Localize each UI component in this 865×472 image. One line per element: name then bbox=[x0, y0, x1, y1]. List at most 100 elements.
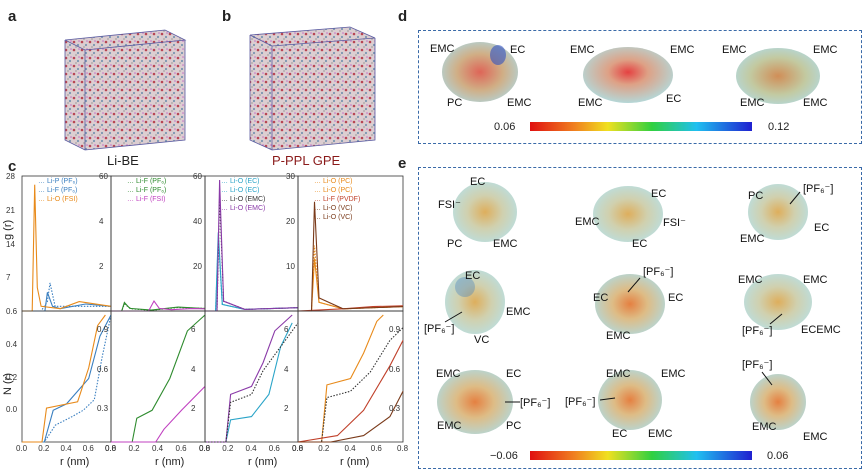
ytick-1-2: 2 bbox=[99, 262, 104, 271]
ytick-2-0: 60 bbox=[193, 172, 202, 181]
esp-scale-bar-e bbox=[530, 451, 752, 460]
ytick-0-0: 28 bbox=[6, 172, 15, 181]
cluster-e7-label-1: EMC bbox=[436, 368, 461, 380]
series-line-7-2 bbox=[297, 340, 404, 443]
cluster-e8-label-2: EMC bbox=[661, 368, 686, 380]
legend-item-1-1: … Li-F (PF₆) bbox=[127, 187, 167, 194]
legend-item-3-2: … Li-F (PVDF) bbox=[314, 196, 361, 203]
cluster-d2-label-3: EMC bbox=[578, 97, 603, 109]
cluster-e1-label-4: EMC bbox=[493, 238, 518, 250]
xtick-4-1: 0.2 bbox=[38, 444, 50, 453]
legend-item-2-2: … Li-O (EMC) bbox=[221, 196, 266, 203]
cluster-e8-label-3: [PF₆⁻] bbox=[565, 396, 596, 408]
ytick-0-2: 14 bbox=[6, 239, 15, 249]
legend-item-1-2: … Li-F (FSI) bbox=[127, 196, 166, 203]
legend-item-2-1: … Li-O (EC) bbox=[221, 187, 260, 194]
legend-item-3-4: … Li-O (VC) bbox=[314, 214, 353, 221]
panel-b-label: b bbox=[222, 8, 232, 25]
cluster-d3-label-3: EMC bbox=[740, 97, 765, 109]
ytick-1-0: 60 bbox=[99, 172, 108, 181]
xtick-4-2: 0.4 bbox=[60, 444, 72, 453]
ytick-2-1: 40 bbox=[193, 217, 202, 226]
cluster-e1-label-3: PC bbox=[447, 238, 463, 250]
panel-d-label: d bbox=[398, 8, 408, 25]
cluster-d2-label-1: EMC bbox=[570, 44, 595, 56]
cluster-e5-label-1: [PF₆⁻] bbox=[643, 266, 674, 278]
ytick-right-4-1: 0.6 bbox=[97, 364, 109, 374]
ytick-4-3: 0.0 bbox=[6, 405, 18, 415]
xtick-5-1: 0.2 bbox=[128, 444, 140, 453]
cluster-e2-label-4: EC bbox=[632, 238, 648, 250]
ytick-right-5-2: 2 bbox=[191, 404, 196, 414]
cluster-e6-label-4: ECEMC bbox=[801, 324, 841, 336]
ytick-1-1: 4 bbox=[99, 217, 104, 226]
cluster-d1-label-1: EMC bbox=[430, 43, 455, 55]
xtick-6-3: 0.6 bbox=[268, 444, 280, 453]
cluster-e5-label-4: EMC bbox=[606, 330, 631, 342]
xtick-6-4: 0.8 bbox=[292, 444, 304, 453]
xtick-7-4: 0.8 bbox=[397, 444, 409, 453]
esp-scale-e-max: 0.06 bbox=[767, 450, 789, 462]
xtick-4-4: 0.8 bbox=[105, 444, 117, 453]
cluster-d2-label-2: EMC bbox=[670, 44, 695, 56]
esp-cluster-d2 bbox=[583, 47, 673, 103]
xtick-5-0: 0.0 bbox=[105, 444, 117, 453]
cluster-e1-label-2: FSI⁻ bbox=[438, 199, 461, 211]
cluster-e1-label-1: EC bbox=[470, 176, 486, 188]
esp-scale-e-min: −0.06 bbox=[490, 450, 518, 462]
x-axis-label-3: r (nm) bbox=[248, 456, 278, 468]
cluster-e4-label-2: EMC bbox=[506, 306, 531, 318]
cluster-e7-label-5: PC bbox=[506, 420, 522, 432]
xtick-6-0: 0.0 bbox=[199, 444, 211, 453]
ytick-3-2: 10 bbox=[286, 262, 295, 271]
cluster-e6-label-1: EMC bbox=[738, 274, 763, 286]
cluster-e4-label-1: EC bbox=[465, 270, 481, 282]
legend-item-0-1: … Li-F (PF₆) bbox=[38, 187, 78, 194]
ytick-right-7-0: 0.9 bbox=[389, 325, 401, 334]
xtick-7-3: 0.6 bbox=[370, 444, 382, 453]
legend-item-3-1: … Li-O (PC) bbox=[314, 187, 353, 194]
cluster-e9-label-1: [PF₆⁻] bbox=[742, 359, 773, 371]
cluster-d3-label-4: EMC bbox=[803, 97, 828, 109]
cluster-e7-label-3: [PF₆⁻] bbox=[520, 397, 551, 409]
cluster-e7-label-2: EC bbox=[506, 368, 522, 380]
esp-cluster-e8 bbox=[598, 370, 662, 430]
esp-cluster-e2 bbox=[593, 186, 663, 242]
legend-item-0-0: … Li-P (PF₆) bbox=[38, 178, 78, 185]
series-line-6-2 bbox=[205, 322, 299, 443]
series-line-6-1 bbox=[205, 314, 293, 443]
legend-item-2-0: … Li-O (EC) bbox=[221, 178, 260, 185]
esp-cluster-e9 bbox=[750, 374, 806, 430]
ytick-right-4-2: 0.3 bbox=[97, 404, 109, 414]
xtick-5-4: 0.8 bbox=[199, 444, 211, 453]
panel-e-frame bbox=[418, 167, 862, 469]
ytick-4-2: 0.2 bbox=[6, 372, 18, 382]
esp-scale-d-max: 0.12 bbox=[768, 121, 790, 133]
ytick-right-5-1: 4 bbox=[191, 364, 196, 374]
x-axis-label-1: r (nm) bbox=[60, 456, 90, 468]
li-be-caption: Li-BE bbox=[107, 153, 139, 168]
xtick-6-1: 0.2 bbox=[222, 444, 234, 453]
ytick-right-4-0: 0.9 bbox=[97, 325, 109, 334]
cluster-e8-label-1: EMC bbox=[606, 368, 631, 380]
ytick-right-6-1: 4 bbox=[284, 364, 289, 374]
series-line-5-1 bbox=[111, 386, 206, 443]
cluster-e5-label-2: EC bbox=[593, 292, 609, 304]
panel-e-label: e bbox=[398, 155, 407, 172]
ytick-right-5-0: 6 bbox=[191, 325, 196, 334]
ytick-3-0: 30 bbox=[286, 172, 295, 181]
xtick-7-2: 0.4 bbox=[344, 444, 356, 453]
xtick-4-0: 0.0 bbox=[16, 444, 28, 453]
cluster-e3-label-1: [PF₆⁻] bbox=[803, 183, 834, 195]
legend-item-3-0: … Li-O (PC) bbox=[314, 178, 353, 185]
series-line-7-3 bbox=[298, 390, 404, 443]
cluster-e3-label-3: EMC bbox=[740, 233, 765, 245]
cluster-e7-label-4: EMC bbox=[437, 420, 462, 432]
cluster-d1-label-4: EMC bbox=[507, 97, 532, 109]
p-ppl-gpe-box bbox=[249, 26, 376, 151]
cluster-e5-label-3: EC bbox=[668, 292, 684, 304]
panel-a-label: a bbox=[8, 8, 17, 25]
ytick-right-7-2: 0.3 bbox=[389, 404, 401, 414]
